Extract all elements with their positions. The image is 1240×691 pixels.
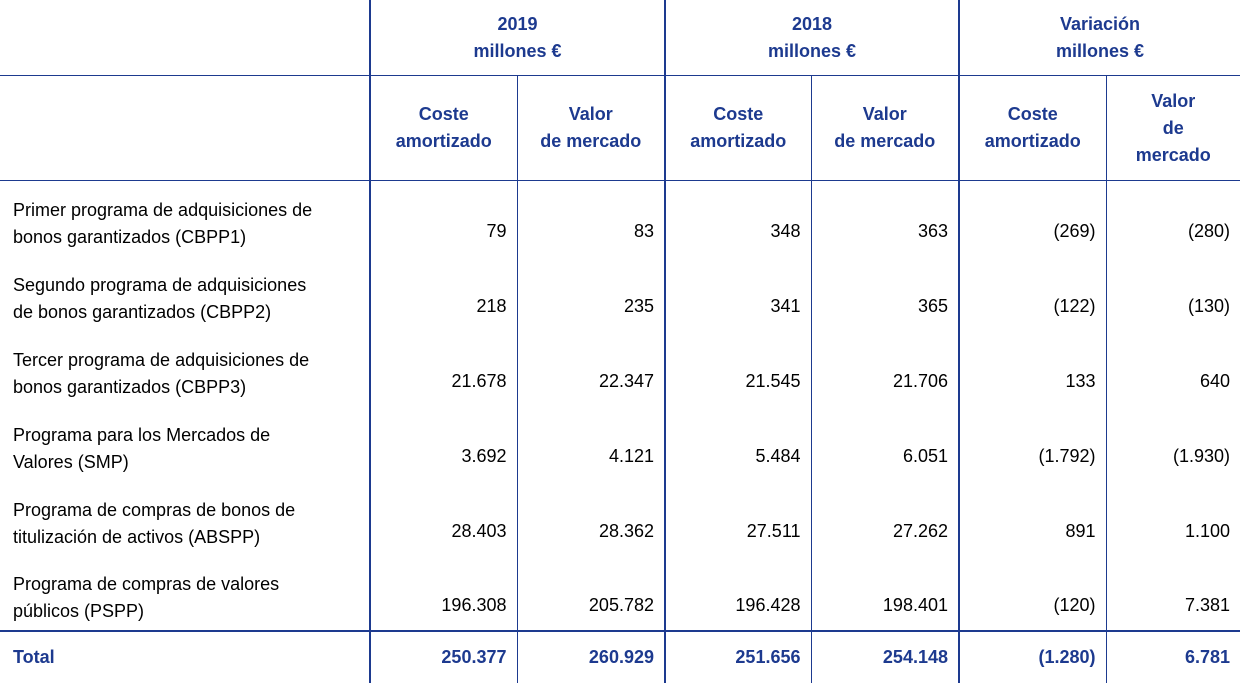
total-market-variation: 6.781 xyxy=(1105,629,1240,683)
cell-cost-2018: 348 xyxy=(664,180,811,256)
table-row: Segundo programa de adquisiciones de bono… xyxy=(0,255,1240,331)
cell-market-2018: 27.262 xyxy=(810,480,959,556)
cell-cost-2019: 21.678 xyxy=(369,330,517,406)
header-cost-variation: Coste amortizado xyxy=(958,75,1106,181)
total-market-2019: 260.929 xyxy=(516,629,665,683)
cell-cost-variation: (122) xyxy=(958,255,1106,331)
total-row: Total 250.377 260.929 251.656 254.148 (1… xyxy=(0,629,1240,683)
cell-market-variation: (130) xyxy=(1105,255,1240,331)
cell-market-2019: 28.362 xyxy=(516,480,665,556)
cell-market-2018: 363 xyxy=(810,180,959,256)
cell-cost-2018: 27.511 xyxy=(664,480,811,556)
cell-cost-2019: 28.403 xyxy=(369,480,517,556)
cell-market-2018: 21.706 xyxy=(810,330,959,406)
header-blank xyxy=(0,0,370,76)
cell-market-2019: 4.121 xyxy=(516,405,665,481)
table-row: Programa de compras de valores públicos (… xyxy=(0,555,1240,631)
cell-market-variation: 1.100 xyxy=(1105,480,1240,556)
total-market-2018: 254.148 xyxy=(810,629,959,683)
cell-cost-2019: 218 xyxy=(369,255,517,331)
row-label: Segundo programa de adquisiciones de bono… xyxy=(13,274,307,322)
cell-market-variation: 640 xyxy=(1105,330,1240,406)
cell-cost-2019: 79 xyxy=(369,180,517,256)
header-group-2018: 2018 millones € xyxy=(664,0,959,76)
cell-market-2018: 365 xyxy=(810,255,959,331)
header-sub-blank xyxy=(0,75,370,181)
cell-cost-2018: 5.484 xyxy=(664,405,811,481)
cell-cost-2019: 3.692 xyxy=(369,405,517,481)
row-label: Programa de compras de bonos de titulizac… xyxy=(13,499,296,547)
header-cost-2018: Coste amortizado xyxy=(664,75,811,181)
cell-market-2019: 235 xyxy=(516,255,665,331)
cell-market-2018: 6.051 xyxy=(810,405,959,481)
cell-market-variation: (280) xyxy=(1105,180,1240,256)
header-market-2018: Valor de mercado xyxy=(810,75,959,181)
total-cost-2019: 250.377 xyxy=(369,629,517,683)
header-cost-2019: Coste amortizado xyxy=(369,75,517,181)
row-label: Programa para los Mercados de Valores (SM… xyxy=(13,424,271,472)
total-cost-variation: (1.280) xyxy=(958,629,1106,683)
total-label: Total xyxy=(0,629,370,683)
cell-market-2018: 198.401 xyxy=(810,555,959,631)
header-group-2019: 2019 millones € xyxy=(369,0,665,76)
cell-cost-variation: (120) xyxy=(958,555,1106,631)
cell-market-variation: 7.381 xyxy=(1105,555,1240,631)
header-group-variation: Variación millones € xyxy=(958,0,1240,76)
table-row: Primer programa de adquisiciones de bonos… xyxy=(0,180,1240,256)
cell-cost-2018: 341 xyxy=(664,255,811,331)
cell-cost-variation: (269) xyxy=(958,180,1106,256)
row-label: Primer programa de adquisiciones de bonos… xyxy=(13,199,313,247)
table-row: Tercer programa de adquisiciones de bonos… xyxy=(0,330,1240,406)
cell-cost-2019: 196.308 xyxy=(369,555,517,631)
cell-market-2019: 83 xyxy=(516,180,665,256)
cell-cost-2018: 21.545 xyxy=(664,330,811,406)
cell-cost-2018: 196.428 xyxy=(664,555,811,631)
cell-cost-variation: (1.792) xyxy=(958,405,1106,481)
table-row: Programa de compras de bonos de titulizac… xyxy=(0,480,1240,556)
cell-market-2019: 205.782 xyxy=(516,555,665,631)
row-label: Programa de compras de valores públicos (… xyxy=(13,573,280,621)
cell-cost-variation: 891 xyxy=(958,480,1106,556)
row-label: Tercer programa de adquisiciones de bonos… xyxy=(13,349,310,397)
table-row: Programa para los Mercados de Valores (SM… xyxy=(0,405,1240,481)
cell-market-variation: (1.930) xyxy=(1105,405,1240,481)
header-market-variation: Valor de mercado xyxy=(1105,75,1240,181)
header-sub-row: Coste amortizado Valor de mercado Coste amo… xyxy=(0,75,1240,181)
cell-market-2019: 22.347 xyxy=(516,330,665,406)
header-group-row: 2019 millones € 2018 millones € Variació… xyxy=(0,0,1240,76)
cell-cost-variation: 133 xyxy=(958,330,1106,406)
total-cost-2018: 251.656 xyxy=(664,629,811,683)
header-market-2019: Valor de mercado xyxy=(516,75,665,181)
